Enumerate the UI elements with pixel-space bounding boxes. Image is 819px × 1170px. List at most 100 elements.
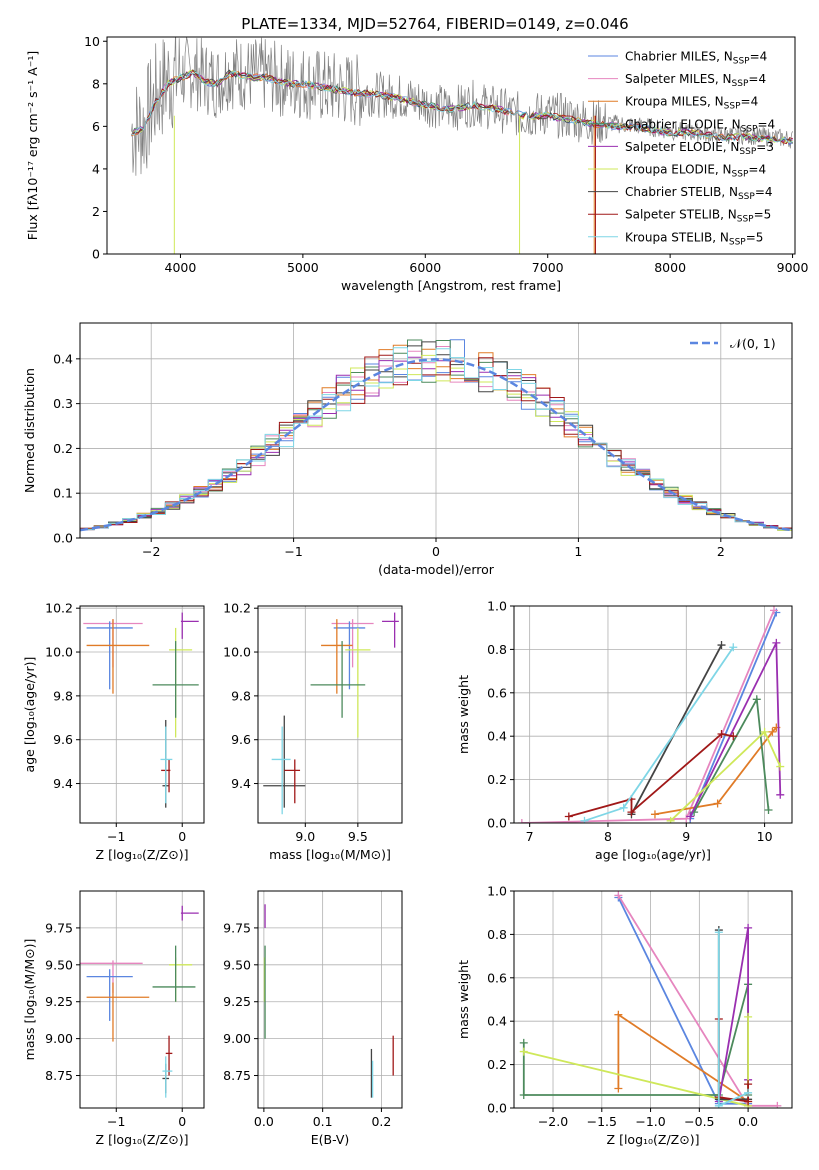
y-tick-label: 0 <box>92 247 100 262</box>
series-marker <box>769 606 778 615</box>
x-tick-label: 2 <box>717 544 725 559</box>
x-tick-label: 6000 <box>409 260 441 275</box>
x-tick-label: 0 <box>178 1114 186 1129</box>
y-tick-label: 0.0 <box>487 1101 507 1116</box>
series-marker <box>666 816 675 823</box>
y-tick-label: 1.0 <box>487 884 507 899</box>
x-tick-label: −2 <box>142 544 160 559</box>
legend-entry: Kroupa MILES, NSSP=4 <box>625 95 758 112</box>
y-tick-label: 10.2 <box>223 601 251 616</box>
model-spectrum <box>131 69 793 144</box>
x-tick-label: 4000 <box>165 260 197 275</box>
legend-subscript: SSP <box>733 57 750 67</box>
y-tick-label: 8 <box>92 76 100 91</box>
x-tick-label: 0 <box>178 829 186 844</box>
y-tick-label: 0.0 <box>53 531 73 546</box>
y-tick-label: 0.1 <box>53 486 73 501</box>
plot-area <box>83 612 199 808</box>
series-marker <box>744 1088 753 1097</box>
legend-subscript: SSP <box>729 237 746 247</box>
data-spectrum <box>131 37 793 176</box>
series-marker <box>714 1101 723 1108</box>
series-marker <box>776 790 785 799</box>
x-tick-label: −2.0 <box>538 1114 568 1129</box>
legend-subscript: SSP <box>732 170 749 180</box>
x-tick-label: 9 <box>682 829 690 844</box>
x-tick-label: 9.5 <box>348 829 368 844</box>
legend-value: =4 <box>755 185 773 199</box>
y-tick-label: 0.2 <box>487 772 507 787</box>
y-axis-label: age [log₁₀(age/yr)] <box>22 657 37 773</box>
panel-3: −1 0 9.4 9.6 9.8 10.0 10.2 Z [log₁₀(Z/Z⊙)] age [… <box>22 601 205 862</box>
y-tick-label: 4 <box>92 161 100 176</box>
x-tick-label: 9000 <box>777 260 809 275</box>
y-tick-label: 9.6 <box>53 732 73 747</box>
y-tick-label: 0.0 <box>487 816 507 831</box>
series-marker <box>729 643 738 652</box>
x-tick-label: −1 <box>284 544 302 559</box>
y-tick-label: 9.50 <box>45 957 73 972</box>
panel-7: 0.0 0.1 0.2 8.75 9.00 9.25 9.50 9.75 E(B-V) <box>223 890 403 1147</box>
x-tick-label: 0.1 <box>313 1114 333 1129</box>
legend-value: =3 <box>756 140 774 154</box>
y-tick-label: 0.8 <box>487 642 507 657</box>
series-marker <box>627 808 636 817</box>
x-axis-label: E(B-V) <box>311 1132 350 1147</box>
x-tick-label: 7 <box>526 829 534 844</box>
series-marker <box>760 727 769 736</box>
x-tick-label: 5000 <box>287 260 319 275</box>
x-tick-label: 0 <box>432 544 440 559</box>
y-tick-label: 0.4 <box>487 1014 507 1029</box>
series-line <box>693 696 770 813</box>
y-tick-label: 9.6 <box>231 732 251 747</box>
y-tick-label: 9.25 <box>45 994 73 1009</box>
x-tick-label: 9.0 <box>295 829 315 844</box>
legend: Chabrier MILES, NSSP=4 Salpeter MILES, NS… <box>588 50 775 247</box>
axes-frame <box>79 322 793 539</box>
legend-entry: Chabrier ELODIE, NSSP=4 <box>625 117 775 134</box>
series-marker <box>580 816 589 823</box>
series-marker <box>744 1080 753 1089</box>
y-tick-label: 10.0 <box>223 645 251 660</box>
x-tick-label: 0.2 <box>371 1114 391 1129</box>
panel-2: −2 −1 0 1 2 0.0 0.1 0.2 0.3 0.4 (data-model)/error… <box>22 322 793 577</box>
series-line <box>689 612 778 820</box>
y-tick-label: 9.00 <box>223 1031 251 1046</box>
x-tick-label: 0.0 <box>738 1114 758 1129</box>
y-axis-label: mass weight <box>456 675 471 754</box>
series-marker <box>772 638 781 647</box>
panel-1: 4000 5000 6000 7000 8000 9000 0 2 4 6 8 10 wavelengt… <box>25 34 809 293</box>
legend-entry: Chabrier MILES, NSSP=4 <box>625 50 767 67</box>
y-tick-label: 9.8 <box>231 688 251 703</box>
series-marker <box>650 810 659 819</box>
histogram <box>80 347 792 530</box>
legend-subscript: SSP <box>741 124 758 134</box>
series-marker <box>714 928 723 937</box>
series-line <box>523 1016 749 1107</box>
x-axis-label: age [log₁₀(age/yr)] <box>595 847 711 862</box>
panels: 4000 5000 6000 7000 8000 90000246810wavelengt… <box>22 34 809 1147</box>
y-tick-label: 8.75 <box>45 1068 73 1083</box>
axes-frame <box>257 890 403 1109</box>
y-tick-label: 0.4 <box>53 351 73 366</box>
x-tick-label: −0.5 <box>684 1114 714 1129</box>
y-tick-label: 9.75 <box>45 920 73 935</box>
series-marker <box>619 803 628 812</box>
y-tick-label: 9.8 <box>53 688 73 703</box>
series-line <box>584 646 735 822</box>
x-axis-label: Z [log₁₀(Z/Z⊙)] <box>96 1132 189 1147</box>
normal-curve <box>80 358 792 532</box>
model-spectrum <box>131 72 793 145</box>
x-tick-label: 8000 <box>654 260 686 275</box>
x-axis-label: Z [log₁₀(Z/Z⊙)] <box>96 847 189 862</box>
y-axis-label: mass [log₁₀(M/M⊙)] <box>22 939 37 1061</box>
legend-subscript: SSP <box>739 147 756 157</box>
y-tick-label: 10.2 <box>45 601 73 616</box>
x-tick-label: 10 <box>757 829 773 844</box>
y-axis-label: Flux [fλ10⁻¹⁷ erg cm⁻² s⁻¹ A⁻¹] <box>25 51 40 240</box>
series-marker <box>773 1101 782 1108</box>
x-tick-label: −1.0 <box>635 1114 665 1129</box>
series-marker <box>729 732 738 741</box>
legend-entry: Salpeter MILES, NSSP=4 <box>625 72 766 89</box>
